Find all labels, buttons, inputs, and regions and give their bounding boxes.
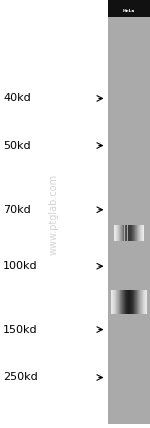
Bar — [135, 225, 136, 241]
Text: 100kd: 100kd — [3, 261, 38, 271]
Bar — [126, 225, 127, 241]
Bar — [140, 290, 141, 313]
Bar — [140, 225, 141, 241]
Bar — [141, 290, 142, 313]
Bar — [116, 225, 117, 241]
Bar — [122, 225, 123, 241]
Text: 50kd: 50kd — [3, 140, 31, 151]
Bar — [125, 225, 126, 241]
Bar — [115, 290, 116, 313]
Bar — [145, 290, 146, 313]
Bar — [126, 290, 127, 313]
Bar — [132, 290, 133, 313]
Bar — [130, 225, 131, 241]
Bar — [146, 290, 147, 313]
Bar — [117, 225, 118, 241]
Bar — [119, 225, 120, 241]
Bar — [136, 290, 137, 313]
Bar — [130, 290, 131, 313]
Bar — [118, 225, 119, 241]
Bar — [127, 290, 128, 313]
Bar — [123, 225, 124, 241]
Bar — [136, 225, 137, 241]
Bar — [128, 225, 129, 241]
Bar — [115, 225, 116, 241]
Bar — [144, 290, 145, 313]
Bar — [108, 0, 150, 17]
Bar — [112, 290, 113, 313]
Bar — [137, 290, 138, 313]
Bar — [134, 225, 135, 241]
Bar — [142, 225, 143, 241]
Bar — [139, 290, 140, 313]
Bar — [129, 290, 130, 313]
Bar — [139, 225, 140, 241]
Bar — [121, 290, 122, 313]
Text: 250kd: 250kd — [3, 372, 38, 383]
Bar — [125, 290, 126, 313]
Bar — [114, 290, 115, 313]
Bar — [138, 290, 139, 313]
Bar — [124, 290, 125, 313]
Text: 70kd: 70kd — [3, 205, 31, 215]
Bar — [143, 290, 144, 313]
Bar — [119, 290, 120, 313]
Bar — [122, 290, 123, 313]
Bar — [134, 290, 135, 313]
Bar — [120, 225, 121, 241]
Bar — [121, 225, 122, 241]
Bar — [136, 225, 137, 241]
Text: HeLa: HeLa — [123, 9, 135, 13]
Bar — [120, 290, 121, 313]
Bar — [114, 225, 115, 241]
Bar — [108, 17, 150, 424]
Bar — [133, 225, 134, 241]
Text: www.ptglab.com: www.ptglab.com — [49, 173, 59, 255]
Bar — [143, 225, 144, 241]
Bar — [111, 290, 112, 313]
Bar — [138, 225, 139, 241]
Bar — [132, 225, 133, 241]
Bar — [137, 225, 138, 241]
Bar — [142, 290, 143, 313]
Bar — [116, 290, 117, 313]
Bar — [129, 225, 130, 241]
Bar — [141, 225, 142, 241]
Bar — [123, 290, 124, 313]
Bar — [117, 290, 118, 313]
Text: 40kd: 40kd — [3, 93, 31, 104]
Bar — [128, 290, 129, 313]
Bar — [127, 225, 128, 241]
Text: 150kd: 150kd — [3, 324, 38, 335]
Bar — [124, 225, 125, 241]
Bar — [118, 290, 119, 313]
Bar — [131, 290, 132, 313]
Bar — [133, 290, 134, 313]
Bar — [135, 290, 136, 313]
Bar — [113, 290, 114, 313]
Bar — [131, 225, 132, 241]
